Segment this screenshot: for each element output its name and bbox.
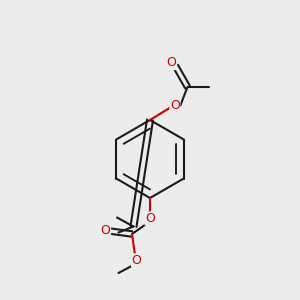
Text: O: O [170, 99, 180, 112]
Text: O: O [167, 56, 176, 70]
Text: O: O [132, 254, 141, 267]
Text: O: O [145, 212, 155, 225]
Text: O: O [101, 224, 110, 238]
